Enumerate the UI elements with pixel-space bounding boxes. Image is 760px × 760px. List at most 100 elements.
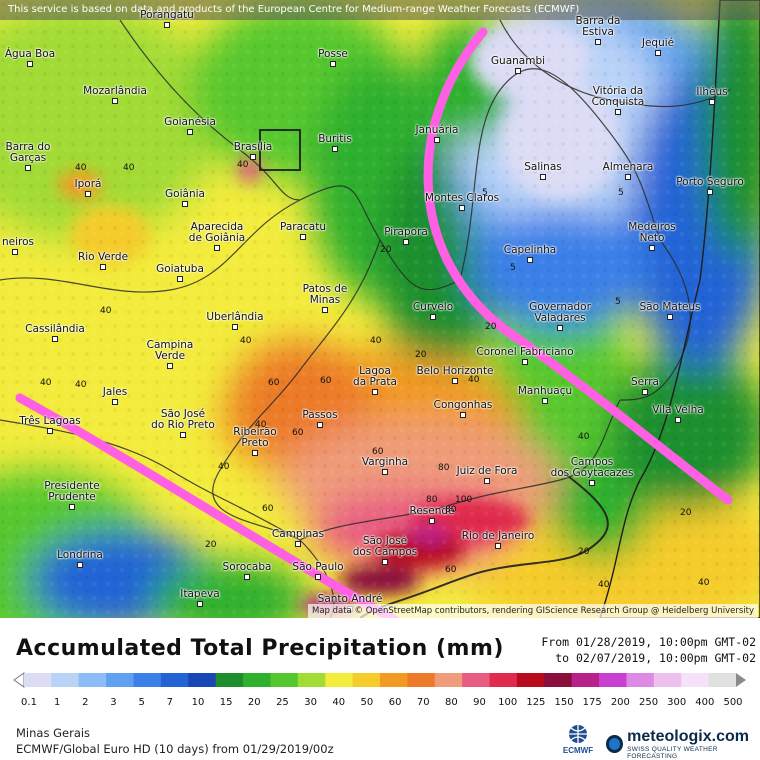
contour-label: 40 [468,375,480,385]
city-label-salinas: Salinas [524,161,562,173]
city-marker-mozarlandia [112,98,118,104]
contour-label: 5 [482,188,488,198]
city-label-santo-andre: Santo André [317,593,383,605]
city-label-almenara: Almenara [602,161,654,173]
brand-tagline: SWISS QUALITY WEATHER FORECASTING [627,746,718,760]
scale-swatch [599,673,627,687]
scale-swatch [51,673,80,687]
city-marker-congonhas [460,412,466,418]
scale-tick-label: 150 [554,697,574,708]
city-marker-pirapora [403,239,409,245]
city-label-paracatu: Paracatu [279,221,327,233]
scale-swatch [653,673,682,687]
scale-tick-label: 80 [445,697,458,708]
meteologix-logo[interactable]: meteologix.com SWISS QUALITY WEATHER FOR… [606,728,760,760]
city-marker-ipora [85,191,91,197]
contour-label: 60 [372,447,384,457]
city-marker-patos-de-minas [322,307,328,313]
city-marker-ilheus [709,99,715,105]
city-label-barra-do-garcas: Barra do Garças [5,141,51,164]
contour-label: 60 [320,376,332,386]
contour-label: 60 [292,428,304,438]
city-marker-coronel-fabriciano [522,359,528,365]
contour-label: 40 [598,580,610,590]
contour-label: 40 [237,160,249,170]
city-label-sao-mateus: São Mateus [639,301,701,313]
city-label-campina-verde: Campina Verde [146,339,194,362]
city-label-goianesia: Goianésia [164,116,216,128]
city-marker-uberlandia [232,324,238,330]
city-marker-posse [330,61,336,67]
city-marker-presidente-prudente [69,504,75,510]
city-marker-buritis [332,146,338,152]
city-label-resende: Resende [409,505,455,517]
city-label-londrina: Londrina [57,549,103,561]
city-label-sao-paulo: São Paulo [292,561,344,573]
city-label-campinas: Campinas [271,528,325,540]
city-label-curvelo: Curvelo [412,301,454,313]
disclaimer-bar: This service is based on data and produc… [0,0,760,20]
city-label-serra: Serra [630,376,659,388]
contour-label: 40 [40,378,52,388]
scale-tick-label: 250 [638,697,659,708]
color-scale-bar [13,672,746,688]
scale-swatch [380,673,408,687]
scale-tick-label: 25 [276,697,289,708]
contour-label: 40 [75,163,87,173]
scale-swatch [160,673,189,687]
scale-swatch [215,673,244,687]
ecmwf-logo: ECMWF [558,722,598,756]
contour-label: 100 [455,495,473,505]
city-marker-campinas [295,541,301,547]
city-marker-salinas [540,174,546,180]
scale-tick-label: 125 [526,697,546,708]
city-marker-rio-verde [100,264,106,270]
meteologix-icon [606,735,624,753]
region-label: Minas Gerais [16,726,91,740]
contour-label: 80 [426,495,438,505]
city-label-montes-claros: Montes Claros [424,192,500,204]
city-marker-brasilia [250,154,256,160]
city-marker-montes-claros [459,205,465,211]
city-marker-januaria [434,137,440,143]
city-marker-tres-lagoas [47,428,53,434]
city-label-ilheus: Ilhéus [696,86,728,98]
city-label-uberlandia: Uberlândia [206,311,264,323]
city-marker-varginha [382,469,388,475]
city-marker-ribeirao-preto [252,450,258,456]
city-label-vitoria-da-conquista: Vitória da Conquista [591,85,645,108]
scale-tick-label: 40 [332,697,346,708]
city-marker-belo-horizonte [452,378,458,384]
contour-label: 20 [380,245,392,255]
city-label-itapeva: Itapeva [180,588,220,600]
scale-swatch [188,673,217,687]
contour-label: 40 [123,163,135,173]
city-marker-vitoria-da-conquista [615,109,621,115]
city-label-guanambi: Guanambi [490,55,546,67]
scale-tick-label: 7 [166,697,173,708]
city-marker-goiania [182,201,188,207]
city-label-coronel-fabriciano: Coronel Fabriciano [476,346,574,358]
city-label-porto-seguro: Porto Seguro [676,176,744,188]
city-marker-neiros [12,249,18,255]
contour-label: 5 [615,297,621,307]
city-label-jales: Jales [102,386,128,398]
precipitation-map[interactable]: This service is based on data and produc… [0,0,760,618]
contour-label: 80 [445,505,457,515]
scale-tick-label: 10 [191,697,205,708]
contour-label: 20 [680,508,692,518]
contour-label: 40 [218,462,230,472]
city-marker-itapeva [197,601,203,607]
scale-swatch [434,673,463,687]
city-label-brasilia: Brasília [233,141,273,153]
city-label-mozarlandia: Mozarlândia [83,85,147,97]
scale-tick-label: 5 [138,697,145,708]
city-marker-governador-valadares [557,325,563,331]
legend-panel [0,618,760,760]
city-label-patos-de-minas: Patos de Minas [302,283,348,306]
scale-right-arrow [736,673,746,687]
contour-label: 60 [445,565,457,575]
city-label-campos-dos-goytacazes: Campos dos Goytacazes [550,456,634,479]
city-label-cassilandia: Cassilândia [25,323,85,335]
map-attribution[interactable]: Map data © OpenStreetMap contributors, r… [308,604,758,618]
